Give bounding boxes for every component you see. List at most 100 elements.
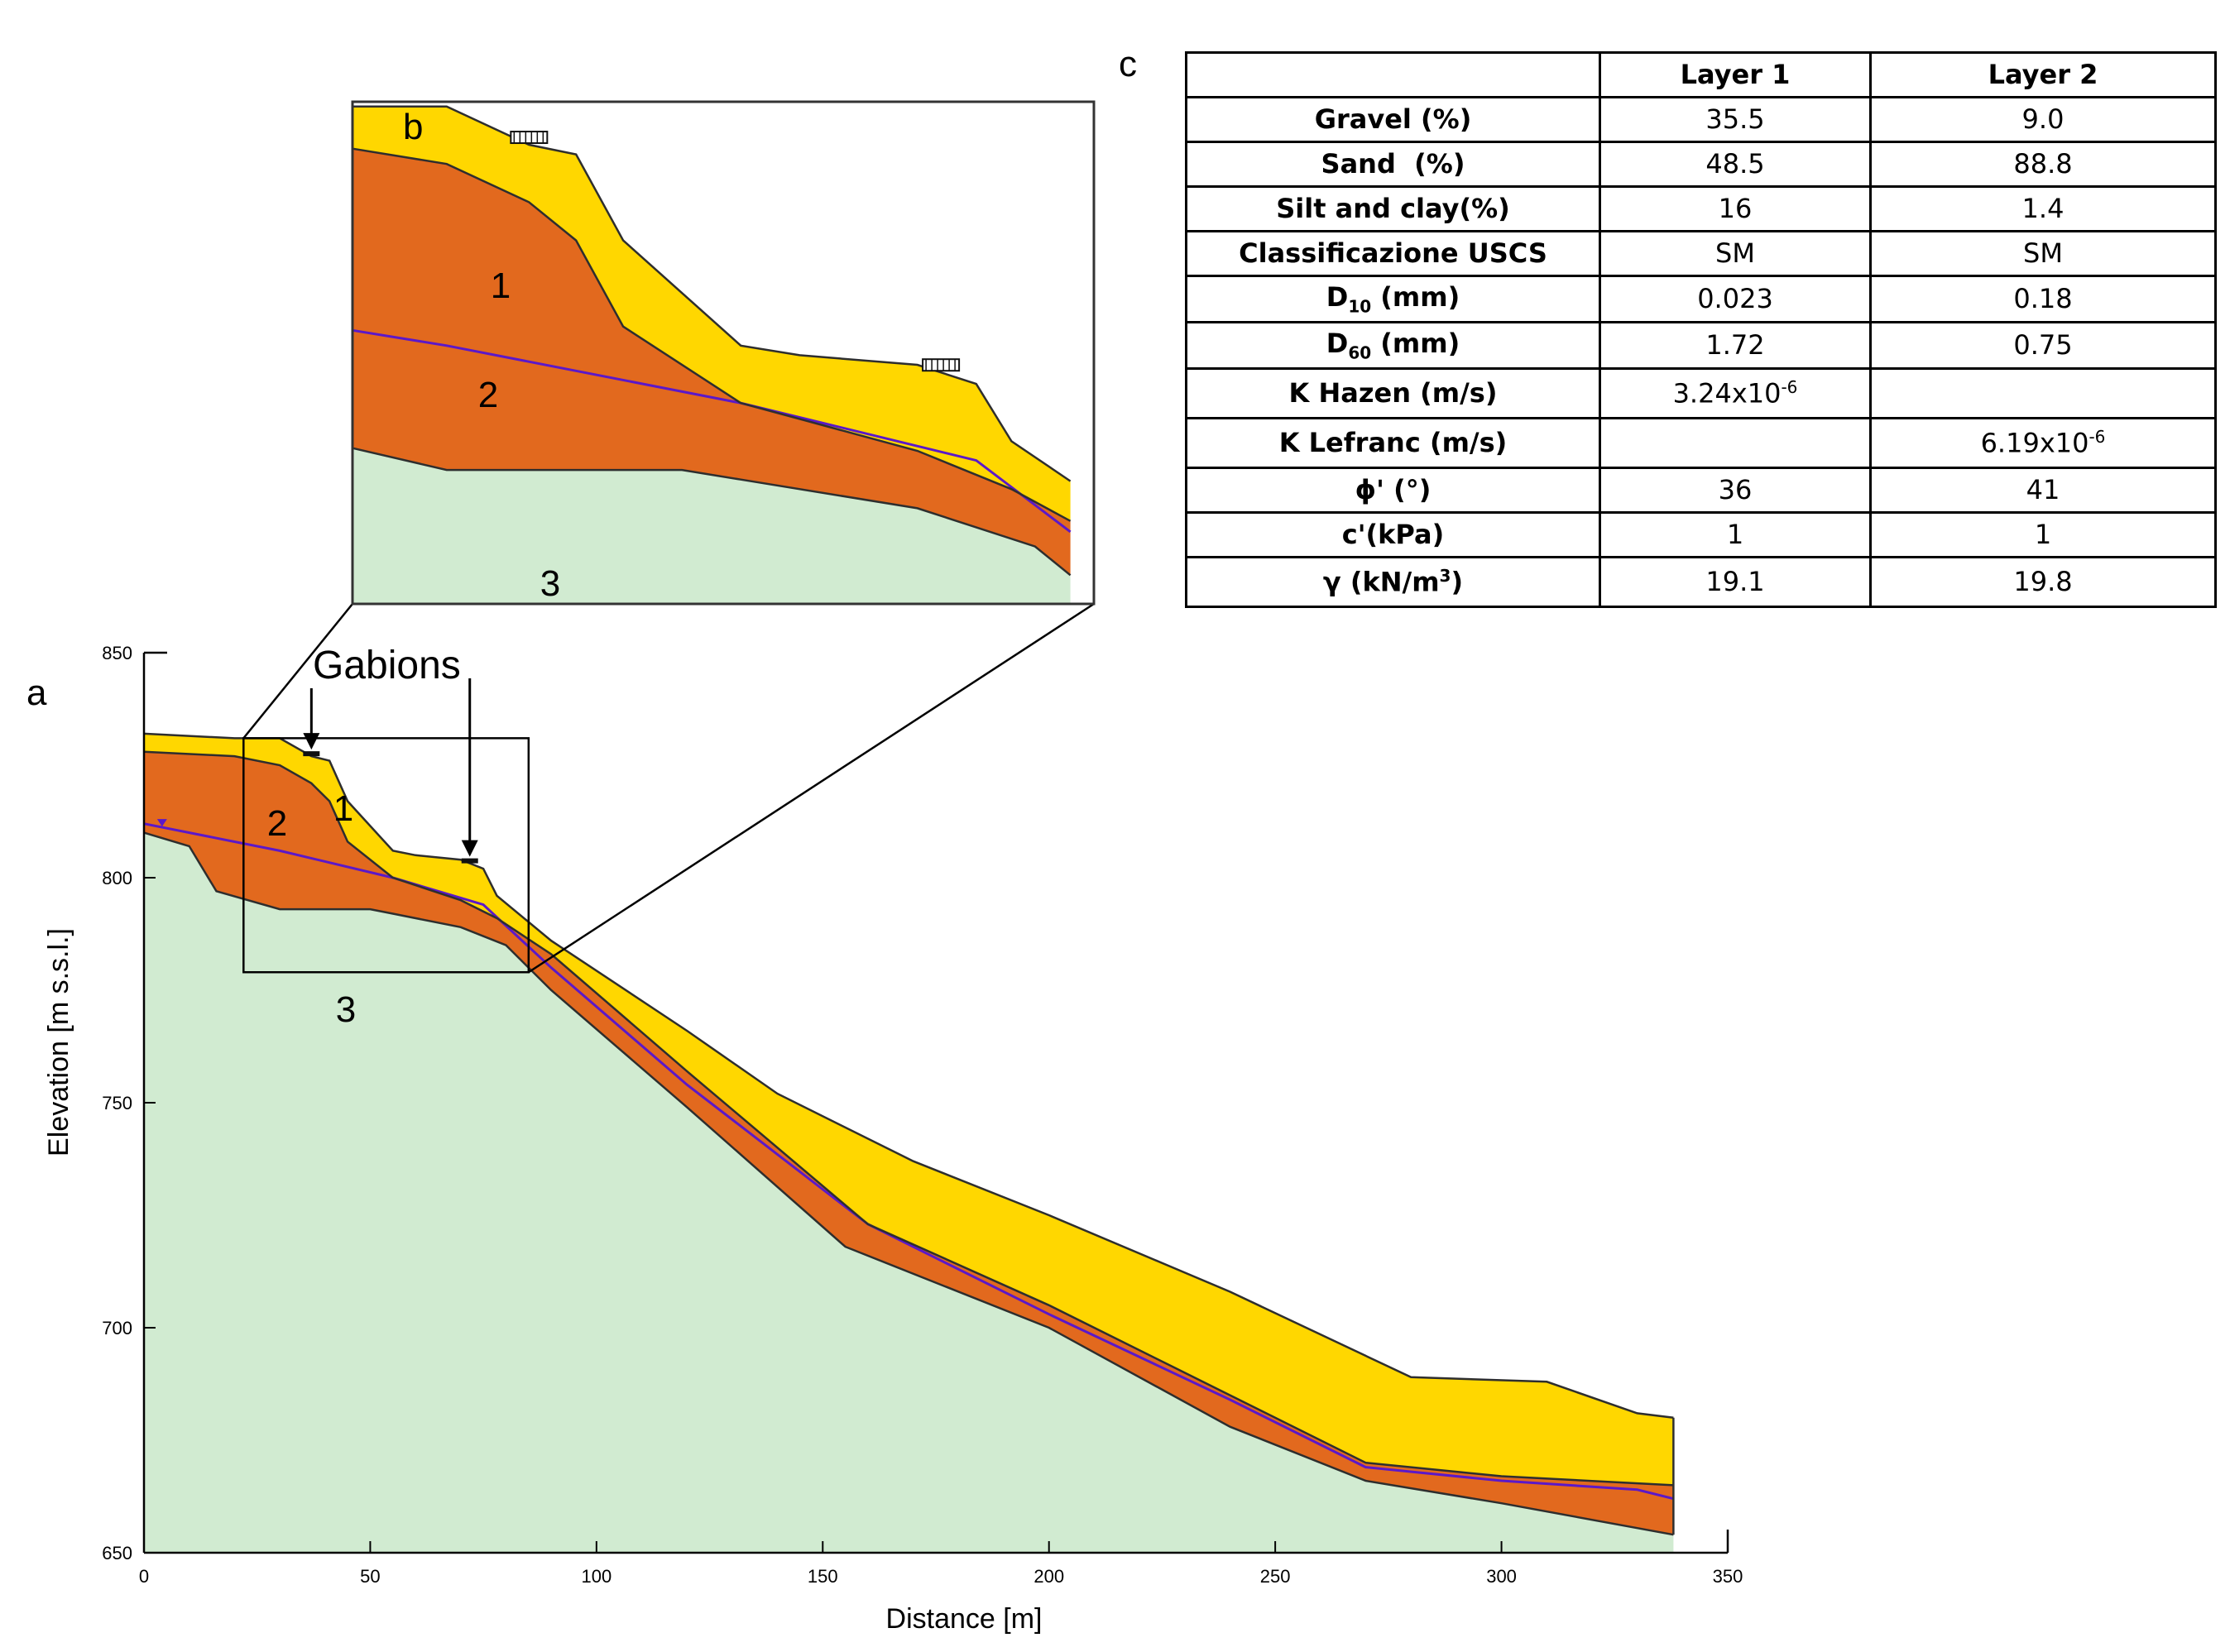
x-tick-label: 100 — [581, 1566, 611, 1587]
label-subscript: 10 — [1348, 296, 1372, 317]
main-layer-3-area — [144, 832, 1674, 1553]
main-layer-labels: 1 2 3 — [267, 788, 356, 1030]
inset-layer-label-3: 3 — [540, 563, 560, 604]
main-layer-2-area — [144, 751, 1674, 1535]
inset-layer-label-2: 2 — [478, 375, 498, 415]
label-rest: (mm) — [1371, 280, 1460, 313]
row-label: Classificazione USCS — [1185, 230, 1601, 277]
cell-layer1: 1.72 — [1599, 321, 1872, 370]
table-row: D10 (mm) 0.023 0.18 — [1185, 275, 2217, 323]
cell-layer2 — [1869, 367, 2217, 419]
gabion-icon — [461, 858, 478, 864]
inset-layer-label-1: 1 — [491, 266, 511, 306]
x-tick-label: 200 — [1033, 1566, 1064, 1587]
inset-layer-1-boundary — [352, 105, 1072, 482]
inset-layer-3-boundary — [352, 447, 1072, 577]
label-main: D — [1326, 327, 1349, 359]
cell-layer1: 1 — [1599, 511, 1872, 558]
gabion-arrows — [303, 678, 478, 857]
main-gabion-markers — [303, 751, 478, 864]
gabion-icon — [303, 751, 320, 757]
table-header-layer1: Layer 1 — [1599, 51, 1872, 98]
table-header-blank — [1185, 51, 1601, 98]
table-row: Classificazione USCS SM SM — [1185, 230, 2217, 277]
axes: 0 50 100 150 200 250 300 350 650 700 750 800 850 — [102, 643, 1743, 1587]
main-layer-1-area — [144, 733, 1674, 1486]
table-header-row: Layer 1 Layer 2 — [1185, 51, 2217, 98]
main-layer-label-2: 2 — [267, 803, 287, 844]
table-row: Gravel (%) 35.5 9.0 — [1185, 96, 2217, 143]
inset-layer-2-area — [352, 148, 1071, 576]
table-row: K Hazen (m/s) 3.24x10-6 — [1185, 367, 2217, 419]
main-layer-polygons — [144, 733, 1674, 1553]
label-main: γ (kN/m — [1322, 566, 1440, 598]
water-table-marker-icon — [156, 819, 167, 827]
cell-layer2: 19.8 — [1869, 556, 2217, 608]
x-tick-label: 150 — [808, 1566, 838, 1587]
table-row: Silt and clay(%) 16 1.4 — [1185, 185, 2217, 232]
y-tick-label: 800 — [102, 868, 132, 888]
inset-layer-outlines — [352, 105, 1072, 577]
cell-layer1: 48.5 — [1599, 141, 1872, 188]
row-label: Silt and clay(%) — [1185, 185, 1601, 232]
inset-layer-labels: 1 2 3 — [478, 266, 560, 604]
cell-layer2: 1.4 — [1869, 185, 2217, 232]
cell-layer1: 36 — [1599, 467, 1872, 514]
arrow-down-icon — [303, 733, 320, 750]
table-row: D60 (mm) 1.72 0.75 — [1185, 321, 2217, 370]
label-rest: ) — [1451, 566, 1464, 598]
label-rest: (mm) — [1371, 327, 1460, 359]
cell-layer1 — [1599, 417, 1872, 469]
table-header-layer2: Layer 2 — [1869, 51, 2217, 98]
row-label: D60 (mm) — [1185, 321, 1601, 370]
table-row: γ (kN/m3) 19.1 19.8 — [1185, 556, 2217, 608]
inset-layer-2-boundary — [352, 147, 1072, 522]
x-tick-label: 50 — [360, 1566, 380, 1587]
row-label: K Lefranc (m/s) — [1185, 417, 1601, 469]
y-tick-label: 850 — [102, 643, 132, 663]
cell-layer1: 19.1 — [1599, 556, 1872, 608]
row-label: Gravel (%) — [1185, 96, 1601, 143]
x-tick-label: 350 — [1713, 1566, 1743, 1587]
label-subscript: 60 — [1348, 342, 1372, 363]
zoom-connector-right — [528, 602, 1095, 974]
inset-layer-1-area — [352, 106, 1071, 521]
main-layer-label-3: 3 — [336, 989, 356, 1030]
table-row: ϕ' (°) 36 41 — [1185, 467, 2217, 514]
cell-layer1: SM — [1599, 230, 1872, 277]
row-label: D10 (mm) — [1185, 275, 1601, 323]
cell-layer2: 6.19x10-6 — [1869, 417, 2217, 469]
zoom-connector-left — [242, 603, 353, 740]
cell-layer2: 9.0 — [1869, 96, 2217, 143]
cell-layer2: 88.8 — [1869, 141, 2217, 188]
cell-layer1: 16 — [1599, 185, 1872, 232]
cell-layer2: 41 — [1869, 467, 2217, 514]
y-tick-label: 700 — [102, 1318, 132, 1338]
x-axis-title: Distance [m] — [886, 1603, 1043, 1635]
inset-frame — [351, 100, 1096, 606]
table-row: K Lefranc (m/s) 6.19x10-6 — [1185, 417, 2217, 469]
value-base: 6.19x10 — [1980, 427, 2089, 459]
value-base: 3.24x10 — [1672, 377, 1782, 409]
table-row: c'(kPa) 1 1 — [1185, 511, 2217, 558]
main-layer-1-boundary — [143, 732, 1674, 1420]
y-tick-label: 650 — [102, 1543, 132, 1563]
inset-layer-3-area — [352, 448, 1071, 604]
table-row: Sand (%) 48.5 88.8 — [1185, 141, 2217, 188]
row-label: c'(kPa) — [1185, 511, 1601, 558]
row-label: Sand (%) — [1185, 141, 1601, 188]
x-tick-label: 250 — [1260, 1566, 1291, 1587]
inset-gabion-markers — [510, 131, 961, 372]
gabion-icon — [922, 358, 961, 372]
cell-layer1: 3.24x10-6 — [1599, 367, 1872, 419]
panel-label-b: b — [403, 107, 423, 147]
x-tick-label: 300 — [1486, 1566, 1517, 1587]
row-label: K Hazen (m/s) — [1185, 367, 1601, 419]
cell-layer2: 1 — [1869, 511, 2217, 558]
value-exponent: -6 — [1781, 377, 1798, 398]
panel-label-c: c — [1119, 44, 1137, 84]
inset-plot-b: 1 2 3 — [242, 100, 1096, 974]
label-superscript: 3 — [1439, 566, 1451, 587]
soil-properties-table: Layer 1 Layer 2 Gravel (%) 35.5 9.0 Sand… — [1185, 51, 2217, 608]
